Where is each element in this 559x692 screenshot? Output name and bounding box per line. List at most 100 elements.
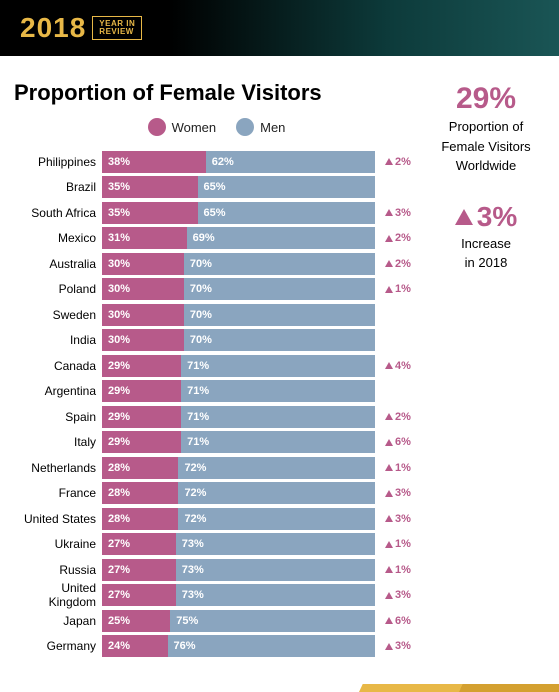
segment-men: 75%: [170, 610, 375, 632]
triangle-up-icon: [385, 209, 393, 216]
change-value: 2%: [375, 411, 419, 423]
country-label: France: [14, 486, 102, 500]
header-bar: 2018 YEAR IN REVIEW: [0, 0, 559, 56]
chart-row: United States28%72%3%: [14, 507, 419, 530]
change-text: 2%: [395, 232, 411, 244]
change-text: 6%: [395, 615, 411, 627]
triangle-up-icon: [455, 209, 473, 225]
change-text: 3%: [395, 487, 411, 499]
year-tag-line2: REVIEW: [99, 28, 135, 36]
segment-women: 27%: [102, 584, 176, 606]
segment-men: 72%: [178, 482, 375, 504]
stacked-bar: 29%71%: [102, 431, 375, 453]
year-badge: 2018 YEAR IN REVIEW: [20, 12, 142, 44]
segment-women: 28%: [102, 457, 178, 479]
change-value: 1%: [375, 538, 419, 550]
chart-row: Sweden30%70%: [14, 303, 419, 326]
triangle-up-icon: [385, 235, 393, 242]
segment-women: 28%: [102, 482, 178, 504]
footer-accent: [359, 684, 559, 692]
legend-item-men: Men: [236, 118, 285, 136]
change-text: 2%: [395, 258, 411, 270]
stacked-bar: 30%70%: [102, 304, 375, 326]
country-label: South Africa: [14, 206, 102, 220]
change-text: 3%: [395, 640, 411, 652]
chart-row: South Africa35%65%3%: [14, 201, 419, 224]
stacked-bar: 29%71%: [102, 380, 375, 402]
country-label: Spain: [14, 410, 102, 424]
chart-row: Poland30%70%1%: [14, 278, 419, 301]
segment-women: 29%: [102, 380, 181, 402]
segment-women: 29%: [102, 355, 181, 377]
worldwide-percent: 29%: [427, 82, 545, 116]
change-text: 3%: [395, 207, 411, 219]
chart-row: Mexico31%69%2%: [14, 227, 419, 250]
change-value: 6%: [375, 436, 419, 448]
segment-men: 73%: [176, 584, 375, 606]
triangle-up-icon: [385, 490, 393, 497]
country-label: Philippines: [14, 155, 102, 169]
change-value: 3%: [375, 589, 419, 601]
year-tag-box: YEAR IN REVIEW: [92, 16, 142, 39]
chart-row: Spain29%71%2%: [14, 405, 419, 428]
stacked-bar: 30%70%: [102, 278, 375, 300]
legend-label-women: Women: [172, 120, 217, 135]
triangle-up-icon: [385, 413, 393, 420]
segment-men: 71%: [181, 355, 375, 377]
chart-row: Italy29%71% 6%: [14, 431, 419, 454]
stacked-bar: 28%72%: [102, 482, 375, 504]
change-value: 3%: [375, 207, 419, 219]
triangle-up-icon: [385, 439, 393, 446]
triangle-up-icon: [385, 158, 393, 165]
country-label: United Kingdom: [14, 581, 102, 609]
segment-women: 29%: [102, 406, 181, 428]
segment-women: 28%: [102, 508, 178, 530]
change-value: 3%: [375, 640, 419, 652]
chart-row: Russia27%73%1%: [14, 558, 419, 581]
change-text: 1%: [395, 564, 411, 576]
worldwide-text-line2: Female Visitors: [427, 138, 545, 156]
triangle-up-icon: [385, 260, 393, 267]
increase-text-line1: Increase: [427, 235, 545, 253]
change-value: 2%: [375, 232, 419, 244]
country-label: Argentina: [14, 384, 102, 398]
stacked-bar: 29%71%: [102, 406, 375, 428]
segment-women: 25%: [102, 610, 170, 632]
chart-row: Germany24%76%3%: [14, 635, 419, 658]
country-label: Germany: [14, 639, 102, 653]
change-value: 3%: [375, 487, 419, 499]
segment-women: 31%: [102, 227, 187, 249]
stacked-bar: 28%72%: [102, 508, 375, 530]
segment-women: 30%: [102, 329, 184, 351]
worldwide-text-line1: Proportion of: [427, 118, 545, 136]
segment-women: 38%: [102, 151, 206, 173]
legend-item-women: Women: [148, 118, 217, 136]
segment-men: 73%: [176, 559, 375, 581]
stacked-bar: 27%73%: [102, 533, 375, 555]
triangle-up-icon: [385, 515, 393, 522]
triangle-up-icon: [385, 566, 393, 573]
stacked-bar: 38%62%: [102, 151, 375, 173]
chart-rows: Philippines38%62%2%Brazil35%65%South Afr…: [14, 150, 419, 658]
chart-row: Japan25%75%6%: [14, 609, 419, 632]
chart-row: Philippines38%62%2%: [14, 150, 419, 173]
country-label: Brazil: [14, 180, 102, 194]
stacked-bar: 35%65%: [102, 176, 375, 198]
triangle-up-icon: [385, 464, 393, 471]
change-value: 2%: [375, 156, 419, 168]
triangle-up-icon: [385, 617, 393, 624]
change-text: 6%: [395, 436, 411, 448]
segment-women: 27%: [102, 559, 176, 581]
chart-column: Proportion of Female Visitors Women Men …: [14, 80, 419, 658]
segment-men: 71%: [181, 380, 375, 402]
chart-title: Proportion of Female Visitors: [14, 80, 419, 106]
country-label: Italy: [14, 435, 102, 449]
change-text: 3%: [395, 513, 411, 525]
segment-men: 73%: [176, 533, 375, 555]
chart-row: United Kingdom27%73%3%: [14, 584, 419, 607]
segment-men: 62%: [206, 151, 375, 173]
segment-men: 72%: [178, 457, 375, 479]
chart-row: Netherlands28%72%1%: [14, 456, 419, 479]
change-value: 6%: [375, 615, 419, 627]
chart-row: France28%72% 3%: [14, 482, 419, 505]
